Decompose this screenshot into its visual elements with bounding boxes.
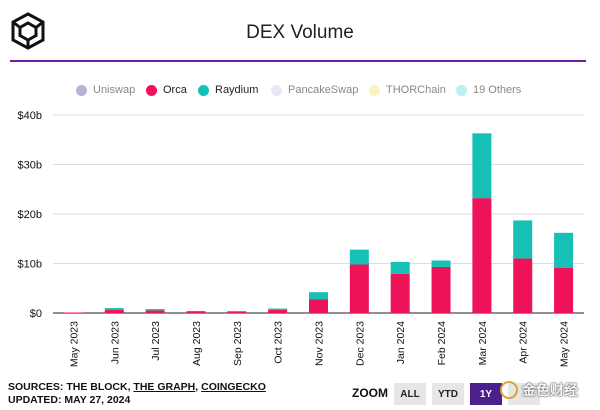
zoom-all-button[interactable]: ALL [394,383,426,405]
x-tick-label: Jan 2024 [395,321,407,364]
legend-label: THORChain [386,84,446,96]
bar-raydium [390,262,410,274]
legend-label: Orca [163,84,187,96]
bar-raydium [513,220,533,259]
legend-dot-icon [456,84,467,96]
y-tick-label: $30b [18,160,42,172]
bar-orca [554,267,574,313]
legend-dot-icon [76,84,87,96]
bar-raydium [104,308,124,311]
bar-raydium [268,308,288,311]
x-tick-label: Feb 2024 [436,321,448,366]
legend-dot-icon [369,84,380,96]
bar-orca [513,258,533,313]
bar-raydium [309,292,328,300]
legend-item-19-others[interactable]: 19 Others [456,83,521,97]
legend-item-thorchain[interactable]: THORChain [369,83,446,97]
x-tick-label: May 2024 [559,321,571,367]
legend-label: Raydium [215,84,259,96]
bar-raydium [554,232,574,268]
chart-title: DEX Volume [246,22,354,43]
source-link-the-graph[interactable]: THE GRAPH [133,381,196,393]
bar-chart: $0 $10b $20b $30b $40b May 2023 Jun 2023 Jul 20… [18,110,584,367]
bar-orca [349,264,369,313]
zoom-label: ZOOM [352,386,388,400]
coin-icon [500,381,518,399]
y-tick-label: $20b [18,209,42,221]
x-tick-label: Oct 2023 [273,321,285,364]
zoom-ytd-button[interactable]: YTD [432,383,464,405]
legend-label: PancakeSwap [288,84,359,96]
x-tick-label: Dec 2023 [354,321,366,366]
x-tick-label: Sep 2023 [232,321,244,366]
sources-line: SOURCES: THE BLOCK, THE GRAPH, COINGECKO [8,381,266,393]
bar-orca [104,310,124,313]
y-tick-label: $10b [18,259,42,271]
bar-orca [390,273,410,313]
legend-dot-icon [271,84,282,96]
x-tick-label: Jul 2023 [150,321,162,361]
bar-raydium [472,133,492,199]
legend-dot-icon [198,84,209,96]
bar-orca [472,198,492,313]
source-link-coingecko[interactable]: COINGECKO [201,381,266,393]
x-tick-label: Aug 2023 [191,321,203,366]
bar-raydium [349,249,369,265]
header-divider [10,60,586,62]
bar-orca [268,310,288,313]
legend-item-pancakeswap[interactable]: PancakeSwap [271,83,358,97]
y-tick-label: $40b [18,110,42,122]
x-tick-label: May 2023 [68,321,80,367]
legend-item-orca[interactable]: Orca [146,83,187,97]
updated-line: UPDATED: MAY 27, 2024 [8,394,131,406]
bar-raydium [431,260,451,267]
legend-label: 19 Others [473,84,522,96]
bar-orca [309,299,328,313]
legend-label: Uniswap [93,84,136,96]
bar-orca [145,310,165,313]
bar-orca [186,311,206,313]
y-tick-label: $0 [30,308,42,320]
legend-dot-icon [146,84,157,96]
bar-raydium [145,309,165,311]
zoom-1y-button[interactable]: 1Y [470,383,502,405]
watermark: 金色财经 [500,376,596,404]
legend-item-uniswap[interactable]: Uniswap [76,83,135,97]
bar-orca [227,312,247,313]
watermark-text: 金色财经 [522,382,578,398]
sources-footer: SOURCES: THE BLOCK, THE GRAPH, COINGECKO… [8,381,266,407]
x-tick-label: Mar 2024 [477,321,489,366]
x-tick-label: Nov 2023 [314,321,326,366]
bar-raydium [227,311,247,313]
the-block-logo-icon [11,12,45,50]
legend-item-raydium[interactable]: Raydium [198,83,258,97]
legend: Uniswap Orca Raydium PancakeSwap THORCha… [0,83,600,97]
x-tick-label: Jun 2023 [109,321,121,364]
bar-orca [431,266,451,313]
x-tick-label: Apr 2024 [518,321,530,364]
